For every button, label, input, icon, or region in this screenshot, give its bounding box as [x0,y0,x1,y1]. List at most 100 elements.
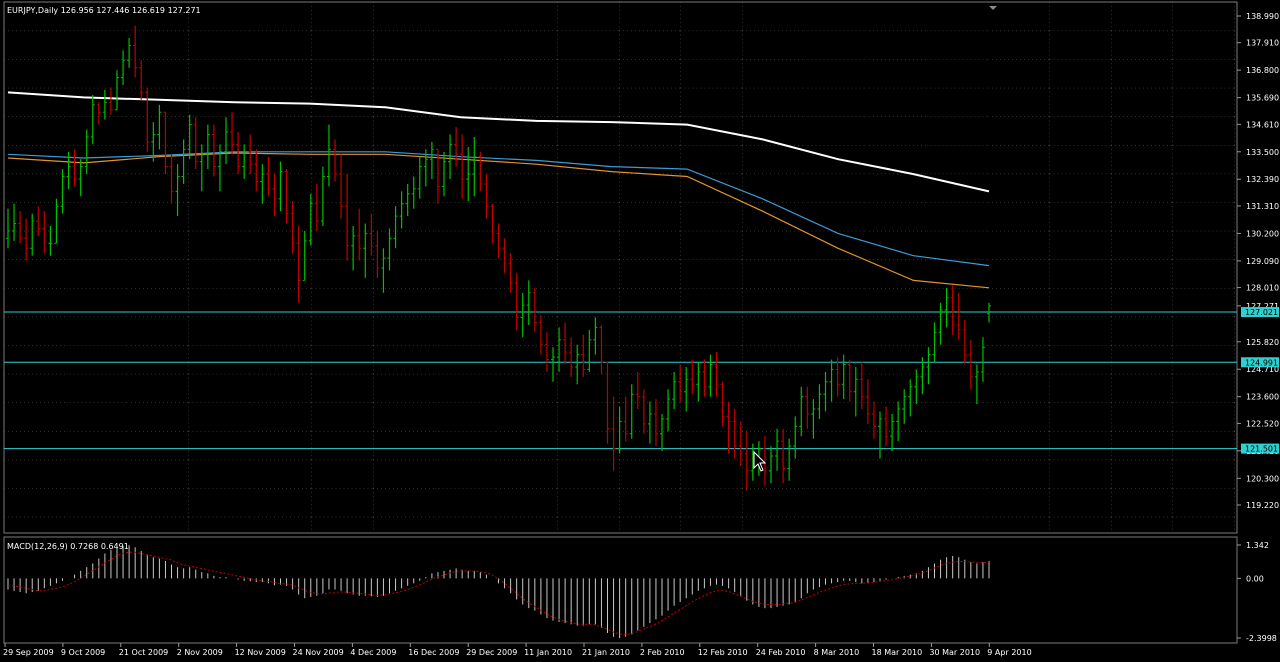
candle [762,436,767,486]
macd-signal-line [8,551,990,635]
candle [884,406,889,447]
candle [24,218,29,261]
candle [290,201,295,254]
candle [932,322,937,363]
candle [781,428,786,484]
candle [320,166,325,226]
candle [278,161,283,212]
candle [902,389,907,424]
candle [139,60,144,100]
candle [36,206,41,236]
candle [460,134,465,199]
candle [102,89,107,120]
candle [12,203,17,241]
candle [829,359,834,402]
candle [775,428,780,471]
candle [351,225,356,271]
time-tick-label: 12 Nov 2009 [235,648,286,657]
candle [617,406,622,454]
price-tick-label: 138.990 [1246,12,1279,21]
candle [417,156,422,199]
macd-tick-label: -2.3998 [1246,634,1277,643]
candle [272,174,277,217]
moving-average-line [7,91,990,193]
time-tick-label: 21 Jan 2010 [582,648,630,657]
time-tick-label: 29 Sep 2009 [3,648,54,657]
price-tick-label: 122.520 [1246,419,1279,428]
candle [708,354,713,397]
time-tick-label: 12 Feb 2010 [698,648,748,657]
signal-polyline [8,551,990,635]
candle [520,292,525,338]
candle [635,371,640,410]
macd-panel[interactable] [3,536,1238,644]
time-tick-label: 9 Oct 2009 [61,648,105,657]
candle [956,292,961,340]
candle [787,438,792,481]
price-panel[interactable] [3,1,1238,534]
candle [121,50,126,86]
candle [302,230,307,281]
candle [508,253,513,293]
candle [181,139,186,184]
candle [66,151,71,189]
candle [308,193,313,246]
candle [514,272,519,330]
candle [968,339,973,390]
candle [296,225,301,303]
candle [448,134,453,179]
candle [581,334,586,377]
candle [266,156,271,197]
candle [720,381,725,427]
candle [684,366,689,412]
candle [90,94,95,145]
candle [405,183,410,217]
candle [484,174,489,219]
horizontal-lines [4,311,1237,450]
candle [496,223,501,259]
candle [629,384,634,439]
price-label-text: 127.021 [1245,308,1278,317]
candle [987,302,991,323]
time-tick-label: 2 Nov 2009 [177,648,223,657]
candle [254,149,259,192]
candle [393,206,398,249]
candle [339,154,344,219]
candle [914,369,919,405]
price-tick-label: 132.390 [1246,175,1279,184]
macd-tick-label: 1.342 [1246,541,1269,550]
candle [605,361,610,444]
time-axis[interactable]: 29 Sep 2009 9 Oct 2009 21 Oct 2009 2 Nov 20… [3,643,1032,657]
candle [236,132,241,175]
price-tick-label: 130.200 [1246,229,1279,238]
candle [611,396,616,471]
candle [230,112,235,155]
price-tick-label: 119.220 [1246,501,1279,510]
candle [865,379,870,424]
candle [557,327,562,372]
candle [363,223,368,278]
macd-tick-label: 0.00 [1246,574,1264,583]
price-tick-label: 136.800 [1246,66,1279,75]
candle [569,337,574,377]
candle [375,230,380,278]
price-label-box [1241,357,1279,368]
candle [738,421,743,466]
candle [732,409,737,459]
chart-shift-icon[interactable] [989,6,997,10]
candle [666,389,671,432]
time-tick-label: 24 Nov 2009 [293,648,344,657]
candle [944,287,949,328]
candle [538,315,543,355]
price-axis[interactable]: 138.990 137.910 136.800 135.690 134.610 133.5… [1237,12,1279,510]
candle [805,386,810,429]
candle [950,285,955,335]
candle [78,159,83,197]
candle [853,366,858,417]
candle [702,359,707,397]
candle [84,129,89,175]
price-tick-label: 129.090 [1246,257,1279,266]
candle [429,141,434,179]
candle [133,25,138,78]
price-tick-label: 120.300 [1246,474,1279,483]
